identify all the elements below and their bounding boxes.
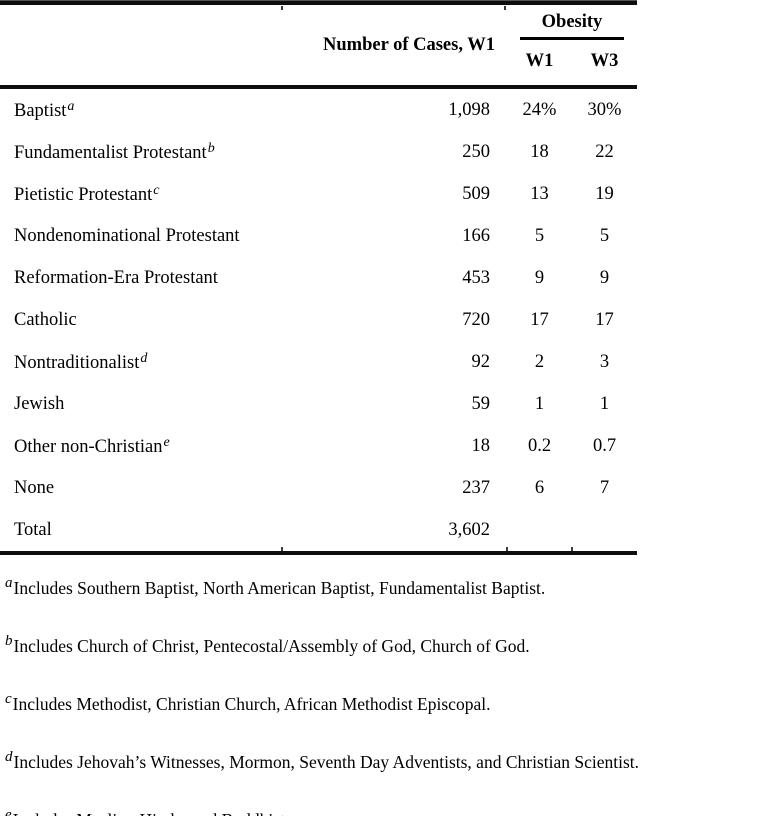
cell-cases: 250 bbox=[462, 141, 490, 162]
footnote-ref: d bbox=[140, 350, 148, 366]
footnote-marker: d bbox=[5, 749, 13, 765]
table-bottom-rule bbox=[0, 547, 637, 555]
header-wave-subheads: W1 W3 bbox=[507, 51, 637, 72]
footnote-marker: a bbox=[5, 575, 13, 591]
row-label: Jewish bbox=[14, 393, 65, 414]
cell-w3: 9 bbox=[599, 267, 610, 288]
footnote-ref: a bbox=[67, 98, 75, 114]
header-obesity-spanner: Obesity W1 W3 bbox=[507, 5, 637, 85]
cell-w3: 7 bbox=[599, 477, 610, 498]
footnote-ref: e bbox=[163, 434, 170, 450]
footnote-marker: c bbox=[5, 691, 12, 707]
table-row: Catholic 720 17 17 bbox=[0, 299, 637, 341]
header-bottom-rule bbox=[0, 85, 637, 89]
table-footnotes: aIncludes Southern Baptist, North Americ… bbox=[0, 555, 758, 816]
header-cases: Number of Cases, W1 bbox=[323, 34, 495, 55]
row-label: Reformation-Era Protestant bbox=[14, 267, 218, 288]
footnote-ref: b bbox=[207, 140, 215, 156]
footnote-e: eIncludes Muslim, Hindu, and Buddhist. bbox=[5, 804, 758, 816]
cell-w1: 17 bbox=[530, 309, 549, 330]
cell-w3: 3 bbox=[599, 351, 610, 372]
cell-cases: 453 bbox=[462, 267, 490, 288]
cell-w3: 0.7 bbox=[592, 435, 617, 456]
header-label-spacer bbox=[0, 5, 282, 85]
table-row: Nondenominational Protestant 166 5 5 bbox=[0, 215, 637, 257]
footnote-text: Includes Southern Baptist, North America… bbox=[13, 578, 546, 598]
row-label: Baptist bbox=[14, 100, 67, 121]
cell-w1: 24% bbox=[522, 99, 557, 120]
footnote-d: dIncludes Jehovah’s Witnesses, Mormon, S… bbox=[5, 746, 758, 773]
header-obesity-label: Obesity bbox=[519, 12, 625, 41]
row-label: Nontraditionalist bbox=[14, 352, 140, 373]
row-label: Pietistic Protestant bbox=[14, 184, 153, 205]
table-row: Baptista 1,098 24% 30% bbox=[0, 89, 637, 131]
table-row: Other non-Christiane 18 0.2 0.7 bbox=[0, 425, 637, 467]
header-w1: W1 bbox=[525, 51, 554, 72]
table-row: Reformation-Era Protestant 453 9 9 bbox=[0, 257, 637, 299]
row-label: Total bbox=[14, 519, 52, 540]
footnote-text: Includes Jehovah’s Witnesses, Mormon, Se… bbox=[13, 752, 640, 772]
header-w3: W3 bbox=[590, 51, 619, 72]
table-row: None 237 6 7 bbox=[0, 467, 637, 509]
cell-cases: 509 bbox=[462, 183, 490, 204]
column-tick bbox=[506, 547, 508, 551]
table-row: Pietistic Protestantc 509 13 19 bbox=[0, 173, 637, 215]
cell-w3: 22 bbox=[595, 141, 614, 162]
cell-w1: 1 bbox=[534, 393, 545, 414]
footnote-b: bIncludes Church of Christ, Pentecostal/… bbox=[5, 630, 758, 657]
footnote-text: Includes Church of Christ, Pentecostal/A… bbox=[13, 636, 530, 656]
cell-w1: 13 bbox=[530, 183, 549, 204]
cell-w3: 19 bbox=[595, 183, 614, 204]
cell-w1: 6 bbox=[534, 477, 545, 498]
table-body: Baptista 1,098 24% 30% Fundamentalist Pr… bbox=[0, 89, 637, 551]
footnote-marker: e bbox=[5, 807, 12, 816]
cell-w1: 2 bbox=[534, 351, 545, 372]
footnote-marker: b bbox=[5, 633, 13, 649]
cell-w3: 1 bbox=[599, 393, 610, 414]
row-label: Fundamentalist Protestant bbox=[14, 142, 207, 163]
column-tick bbox=[281, 6, 283, 10]
footnote-text: Includes Muslim, Hindu, and Buddhist. bbox=[13, 810, 290, 816]
cell-cases: 237 bbox=[462, 477, 490, 498]
column-tick bbox=[571, 547, 573, 551]
cell-w1: 5 bbox=[534, 225, 545, 246]
cell-w3: 30% bbox=[587, 99, 622, 120]
cell-cases: 92 bbox=[471, 351, 491, 372]
footnote-text: Includes Methodist, Christian Church, Af… bbox=[12, 694, 491, 714]
table-row-total: Total 3,602 bbox=[0, 509, 637, 551]
column-tick bbox=[504, 6, 506, 10]
cell-w3: 17 bbox=[595, 309, 614, 330]
table-top-rule bbox=[0, 0, 637, 10]
cell-w3: 5 bbox=[599, 225, 610, 246]
footnote-c: cIncludes Methodist, Christian Church, A… bbox=[5, 688, 758, 715]
religion-obesity-table: Number of Cases, W1 Obesity W1 W3 Baptis… bbox=[0, 0, 637, 555]
row-label: Nondenominational Protestant bbox=[14, 225, 240, 246]
cell-cases: 1,098 bbox=[448, 99, 490, 120]
table-row: Nontraditionalistd 92 2 3 bbox=[0, 341, 637, 383]
cell-cases: 166 bbox=[462, 225, 490, 246]
row-label: Catholic bbox=[14, 309, 77, 330]
cell-cases: 18 bbox=[471, 435, 491, 456]
cell-cases: 720 bbox=[462, 309, 490, 330]
table-row: Fundamentalist Protestantb 250 18 22 bbox=[0, 131, 637, 173]
cell-cases: 59 bbox=[471, 393, 491, 414]
row-label: Other non-Christian bbox=[14, 436, 163, 457]
row-label: None bbox=[14, 477, 55, 498]
table-header-row: Number of Cases, W1 Obesity W1 W3 bbox=[0, 5, 637, 85]
cell-w1: 0.2 bbox=[527, 435, 552, 456]
footnote-a: aIncludes Southern Baptist, North Americ… bbox=[5, 572, 758, 599]
cell-w1: 18 bbox=[530, 141, 549, 162]
column-tick bbox=[281, 547, 283, 551]
table-row: Jewish 59 1 1 bbox=[0, 383, 637, 425]
footnote-ref: c bbox=[153, 182, 160, 198]
cell-cases: 3,602 bbox=[448, 519, 490, 540]
cell-w1: 9 bbox=[534, 267, 545, 288]
